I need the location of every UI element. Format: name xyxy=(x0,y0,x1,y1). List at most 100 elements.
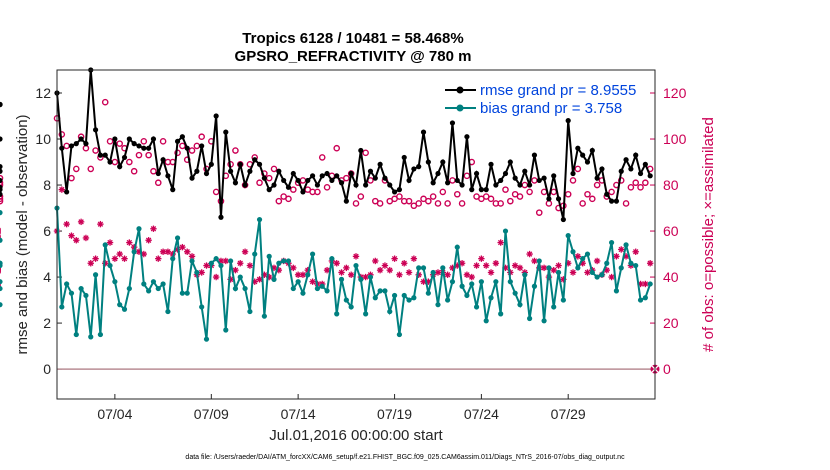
obs-assimilated-point xyxy=(642,280,649,288)
obs-possible-point xyxy=(545,200,553,207)
x-tick-label: 07/29 xyxy=(551,406,586,422)
rmse-point xyxy=(604,191,610,197)
bias-point xyxy=(117,302,123,308)
y2-tick-label: 40 xyxy=(663,269,679,285)
bias-point xyxy=(242,285,248,292)
bias-point xyxy=(599,272,605,278)
rmse-point xyxy=(203,170,210,177)
bias-point xyxy=(628,260,634,266)
rmse-point xyxy=(464,134,470,140)
rmse-point xyxy=(522,168,528,174)
obs-possible-point xyxy=(343,174,350,182)
rmse-point xyxy=(445,180,451,186)
obs-possible-point xyxy=(314,188,321,196)
bias-point xyxy=(517,302,523,308)
obs-assimilated-point xyxy=(483,262,490,269)
obs-possible-point xyxy=(396,193,403,200)
rmse-point xyxy=(102,152,108,158)
rmse-point xyxy=(527,182,533,188)
bias-point xyxy=(146,288,152,294)
legend-rmse-marker xyxy=(456,86,464,94)
obs-assimilated-point xyxy=(299,271,307,278)
obs-possible-point xyxy=(0,197,4,205)
obs-possible-point xyxy=(72,165,80,173)
rmse-point xyxy=(117,164,123,170)
obs-possible-point xyxy=(444,200,451,207)
obs-possible-point xyxy=(632,179,640,187)
obs-possible-point xyxy=(362,149,369,157)
bias-point xyxy=(0,285,3,292)
bias-point xyxy=(633,262,639,269)
bias-point xyxy=(642,295,648,301)
obs-possible-point xyxy=(425,197,432,205)
bias-point xyxy=(493,279,499,285)
obs-possible-point xyxy=(415,200,422,207)
rmse-point xyxy=(305,177,311,184)
obs-possible-point xyxy=(507,197,514,205)
obs-possible-point xyxy=(439,188,447,196)
bias-point xyxy=(112,279,118,285)
rmse-point xyxy=(555,196,562,202)
bias-point xyxy=(338,276,345,282)
rmse-point xyxy=(406,177,412,184)
y2-tick-label: 80 xyxy=(663,177,679,193)
obs-possible-point xyxy=(608,188,615,196)
bias-point xyxy=(546,265,552,271)
bias-point xyxy=(247,308,253,315)
obs-possible-point xyxy=(285,195,292,203)
rmse-point xyxy=(473,170,480,177)
chart-subtitle: GPSRO_REFRACTIVITY @ 780 m xyxy=(235,48,472,65)
bias-point xyxy=(232,285,239,292)
bias-point xyxy=(555,269,562,276)
obs-possible-point xyxy=(299,177,307,184)
bias-point xyxy=(0,210,3,216)
bias-point xyxy=(102,242,108,248)
bias-point xyxy=(261,313,267,319)
obs-assimilated-point xyxy=(179,243,186,251)
obs-possible-point xyxy=(265,174,273,182)
bias-point xyxy=(589,269,595,276)
rmse-point xyxy=(618,168,624,174)
bias-point xyxy=(329,256,335,262)
obs-possible-point xyxy=(116,140,123,147)
obs-possible-point xyxy=(68,174,75,182)
rmse-point xyxy=(97,152,104,158)
obs-assimilated-point xyxy=(531,257,538,265)
obs-assimilated-point xyxy=(410,255,418,262)
bias-point xyxy=(324,288,330,294)
legend-rmse-label: rmse grand pr = 8.9555 xyxy=(480,82,636,99)
bias-point xyxy=(295,279,301,285)
bias-point xyxy=(541,318,547,324)
bias-point xyxy=(64,281,70,287)
bias-point xyxy=(92,272,99,278)
rmse-point xyxy=(353,182,359,188)
rmse-point xyxy=(131,141,137,147)
x-tick-label: 07/14 xyxy=(281,406,316,422)
rmse-point xyxy=(68,143,75,149)
bias-point xyxy=(83,292,89,299)
bias-point xyxy=(435,302,441,308)
bias-point xyxy=(334,311,340,317)
obs-possible-point xyxy=(637,184,644,191)
obs-assimilated-point xyxy=(492,260,500,267)
obs-assimilated-point xyxy=(198,269,205,276)
y2-tick-label: 20 xyxy=(663,315,679,331)
obs-possible-point xyxy=(159,138,167,145)
obs-possible-point xyxy=(584,190,591,198)
obs-possible-point xyxy=(352,200,360,207)
bias-point xyxy=(353,262,359,269)
obs-possible-point xyxy=(140,138,148,145)
y2-axis-label: # of obs: o=possible; ×=assimilated xyxy=(700,117,717,352)
obs-assimilated-point xyxy=(352,253,360,260)
bias-point xyxy=(165,308,171,315)
rmse-point xyxy=(83,141,89,147)
bias-point xyxy=(290,285,296,292)
obs-possible-point xyxy=(0,174,4,182)
obs-assimilated-point xyxy=(574,253,582,260)
obs-possible-point xyxy=(0,193,4,200)
rmse-point xyxy=(232,180,239,186)
bias-point xyxy=(512,290,518,296)
rmse-point xyxy=(0,177,3,184)
bias-point xyxy=(160,281,166,287)
